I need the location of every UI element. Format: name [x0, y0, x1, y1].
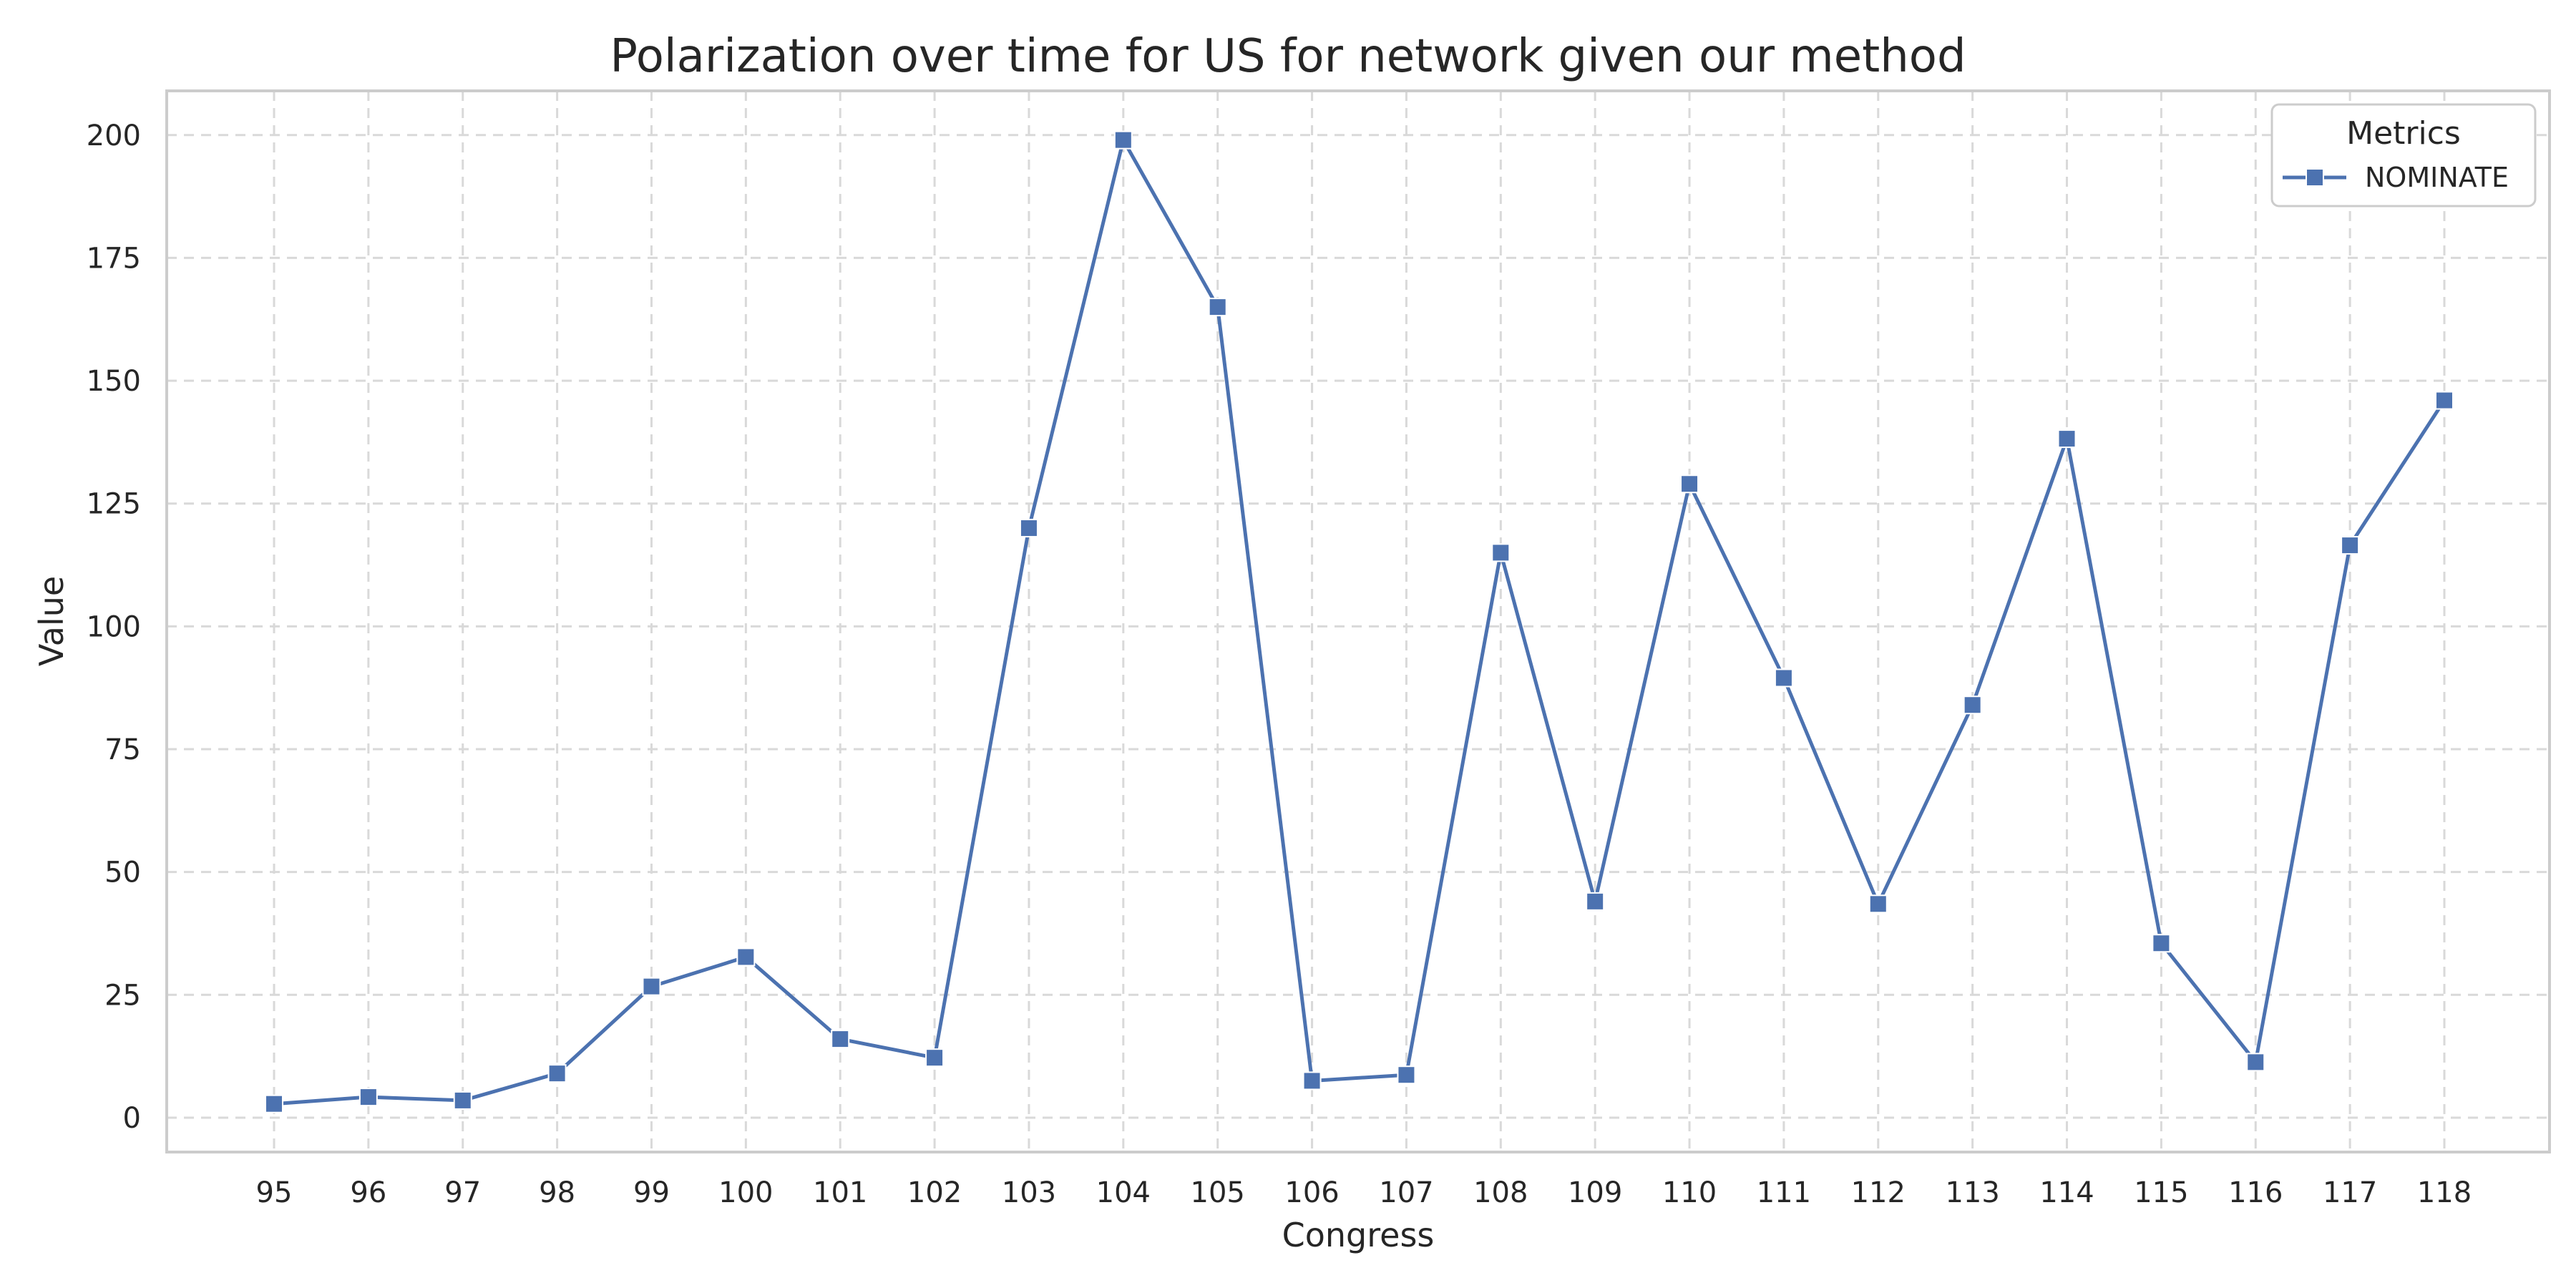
data-point-marker: [1491, 543, 1511, 562]
legend-title: Metrics: [2346, 115, 2461, 152]
y-tick-label: 200: [87, 119, 141, 152]
y-tick-label: 25: [104, 979, 141, 1012]
x-tick-label: 102: [907, 1176, 962, 1209]
x-tick-label: 112: [1851, 1176, 1906, 1209]
data-point-marker: [1963, 696, 1982, 715]
data-point-marker: [547, 1064, 567, 1083]
y-tick-label: 100: [87, 610, 141, 643]
data-point-marker: [1302, 1071, 1322, 1091]
x-tick-label: 100: [718, 1176, 773, 1209]
x-tick-label: 101: [813, 1176, 867, 1209]
x-tick-label: 96: [350, 1176, 386, 1209]
data-point-marker: [736, 947, 756, 967]
data-point-marker: [1113, 130, 1133, 150]
x-tick-label: 99: [633, 1176, 670, 1209]
data-point-marker: [1019, 519, 1038, 538]
y-tick-label: 125: [87, 488, 141, 521]
legend-series-label: NOMINATE: [2365, 162, 2509, 193]
x-axis-label: Congress: [1282, 1216, 1435, 1254]
data-point-marker: [265, 1094, 283, 1113]
data-point-marker: [2152, 934, 2171, 953]
x-tick-label: 113: [1945, 1176, 1999, 1209]
data-point-marker: [1208, 298, 1227, 317]
data-point-marker: [1774, 668, 1793, 688]
x-tick-label: 103: [1002, 1176, 1056, 1209]
y-tick-label: 50: [104, 857, 141, 889]
y-axis-label: Value: [32, 576, 71, 666]
series-layer: [265, 130, 2454, 1113]
legend-box: [2270, 103, 2537, 208]
x-tick-label: 116: [2228, 1176, 2283, 1209]
y-tick-label: 175: [87, 242, 141, 275]
data-point-marker: [453, 1091, 472, 1110]
x-tick-label: 109: [1568, 1176, 1622, 1209]
data-point-marker: [1397, 1065, 1416, 1085]
grid-layer: [167, 91, 2550, 1152]
data-point-marker: [2435, 391, 2454, 410]
x-tick-label: 108: [1473, 1176, 1528, 1209]
data-point-marker: [2246, 1053, 2265, 1072]
data-point-marker: [642, 977, 661, 996]
data-point-marker: [925, 1048, 945, 1068]
x-tick-label: 97: [444, 1176, 481, 1209]
x-tick-label: 105: [1191, 1176, 1245, 1209]
x-tick-label: 114: [2039, 1176, 2094, 1209]
x-tick-label: 104: [1096, 1176, 1151, 1209]
data-point-marker: [831, 1030, 850, 1049]
plot-area-frame: [165, 89, 2551, 1153]
data-point-marker: [1868, 894, 1888, 914]
x-tick-label: 111: [1757, 1176, 1811, 1209]
x-tick-label: 98: [539, 1176, 575, 1209]
legend-marker: [2306, 168, 2324, 187]
series-line: [272, 138, 2446, 1106]
data-point-marker: [358, 1088, 378, 1107]
y-tick-label: 150: [87, 365, 141, 398]
y-tick-label: 75: [104, 733, 141, 766]
chart-title: Polarization over time for US for networ…: [610, 30, 1966, 83]
legend: Metrics NOMINATE: [2270, 103, 2537, 208]
x-tick-label: 107: [1379, 1176, 1433, 1209]
y-tick-label: 0: [123, 1102, 141, 1135]
x-tick-label: 115: [2134, 1176, 2188, 1209]
tick-label-layer: 95 96 97 98 99 100 101 102 103 104 105 106 107 108 109…: [87, 119, 2472, 1209]
x-tick-label: 118: [2417, 1176, 2472, 1209]
x-tick-label: 106: [1284, 1176, 1339, 1209]
data-point-marker: [2341, 536, 2360, 555]
x-tick-label: 110: [1662, 1176, 1717, 1209]
x-tick-label: 117: [2323, 1176, 2377, 1209]
data-point-marker: [1680, 474, 1699, 494]
data-point-marker: [2057, 429, 2077, 449]
x-tick-label: 95: [256, 1176, 293, 1209]
data-point-marker: [1586, 892, 1605, 911]
